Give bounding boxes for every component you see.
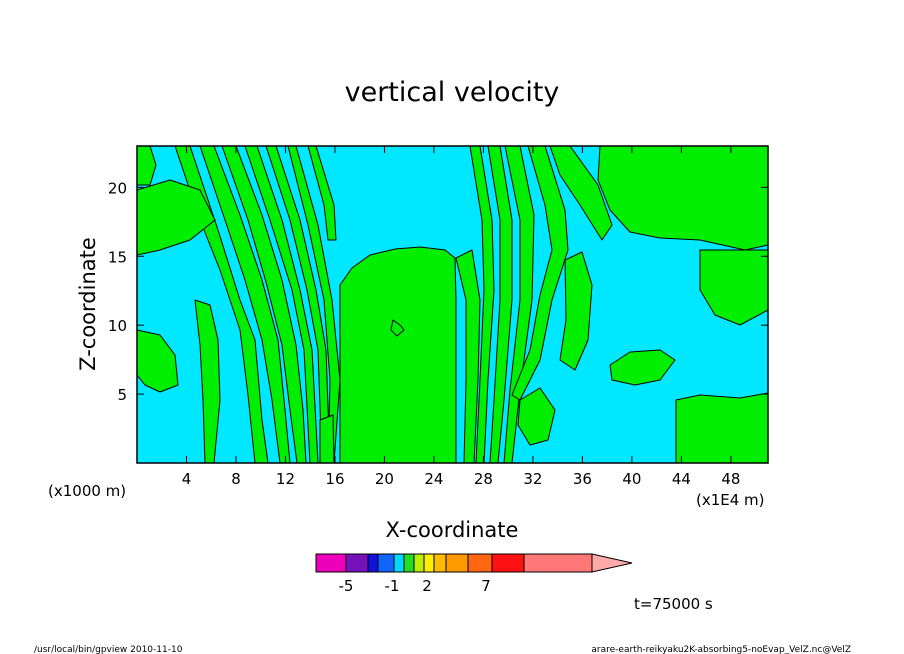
left-wave-band	[307, 146, 337, 241]
right-bottom-block	[675, 392, 768, 463]
colorbar-segment	[423, 553, 435, 573]
colorbar-segment	[315, 553, 347, 573]
right-wave-band	[549, 146, 613, 241]
colorbar-segment	[403, 553, 415, 573]
colorbar-segment	[445, 553, 469, 573]
y-tick-label: 20	[108, 179, 127, 197]
colorbar-segment	[345, 553, 369, 573]
right-wave-band	[503, 146, 535, 463]
x-tick-label: 36	[573, 470, 592, 488]
right-edge-blob	[699, 249, 768, 326]
x-tick-label: 16	[325, 470, 344, 488]
x-tick-label: 4	[182, 470, 192, 488]
x-tick-label: 40	[622, 470, 641, 488]
right-lower-band	[517, 387, 556, 446]
x-tick-label: 32	[523, 470, 542, 488]
colorbar-segment	[491, 553, 525, 573]
y-axis-label: Z-coordinate	[76, 237, 100, 371]
central-updraft	[339, 246, 457, 463]
left-wave-band	[221, 146, 307, 463]
positive-velocity-regions	[137, 146, 768, 463]
y-axis-ticks: 5 10 15 20	[108, 179, 768, 404]
right-lower-band	[559, 251, 593, 371]
x-axis-unit-left: (x1000 m)	[48, 482, 126, 500]
left-wave-band	[287, 146, 341, 463]
left-wave-band	[199, 146, 291, 463]
colorbar-tick-label: 2	[422, 577, 432, 595]
x-tick-label: 12	[276, 470, 295, 488]
chart-title: vertical velocity	[345, 77, 560, 108]
x-axis-unit-right: (x1E4 m)	[696, 491, 765, 509]
y-tick-label: 10	[108, 317, 127, 335]
time-label: t=75000 s	[634, 595, 713, 613]
y-tick-label: 15	[108, 248, 127, 266]
left-wave-band	[174, 146, 269, 463]
y-tick-label: 5	[117, 386, 127, 404]
left-edge-band	[137, 179, 216, 256]
left-wave-band	[244, 146, 319, 463]
colorbar-segment	[523, 553, 593, 573]
colorbar-labels: -5 -1 2 7	[339, 577, 491, 595]
left-lower-blob	[137, 329, 179, 393]
right-wave-band	[469, 146, 495, 463]
x-tick-label: 48	[721, 470, 740, 488]
x-tick-label: 24	[424, 470, 443, 488]
left-patch	[137, 146, 157, 186]
colorbar-segment	[377, 553, 395, 573]
footer-left: /usr/local/bin/gpview 2010-11-10	[34, 645, 183, 654]
x-axis-ticks: 4 8 12 16 20 24 28 32 36 40 44 48	[182, 146, 740, 488]
colorbar-segment	[433, 553, 447, 573]
colorbar-tick-label: 7	[481, 577, 491, 595]
x-tick-label: 44	[672, 470, 691, 488]
x-axis-label: X-coordinate	[386, 518, 519, 542]
x-tick-label: 20	[375, 470, 394, 488]
center-bottom-band	[319, 414, 335, 463]
colorbar	[315, 553, 633, 573]
left-lower-band	[194, 299, 221, 463]
colorbar-segment	[367, 553, 379, 573]
colorbar-tick-label: -5	[339, 577, 354, 595]
plot-frame	[136, 145, 769, 464]
right-small-blob	[609, 349, 676, 386]
colorbar-segment	[413, 553, 425, 573]
x-tick-label: 28	[474, 470, 493, 488]
plot-area	[137, 146, 768, 463]
center-gap	[390, 319, 405, 337]
right-wave-band	[455, 249, 481, 463]
colorbar-segment	[467, 553, 493, 573]
colorbar-segment	[393, 553, 405, 573]
colorbar-arrow	[591, 553, 633, 573]
right-upper-region	[597, 146, 768, 251]
right-wave-band	[487, 146, 513, 463]
colorbar-tick-label: -1	[385, 577, 400, 595]
footer-right: arare-earth-reikyaku2K-absorbing5-noEvap…	[591, 645, 851, 654]
x-tick-label: 8	[231, 470, 241, 488]
